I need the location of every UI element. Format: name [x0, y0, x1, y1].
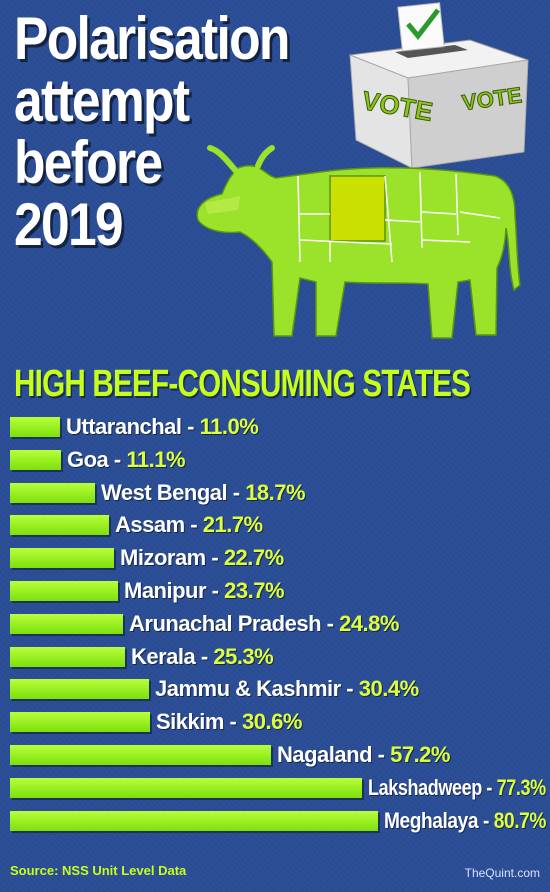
bar [10, 613, 123, 634]
bar [10, 646, 125, 667]
state-name: Arunachal Pradesh [129, 610, 322, 636]
value-label: 80.7% [493, 807, 547, 833]
label-separator: - [181, 414, 200, 439]
state-name: Sikkim [156, 709, 224, 735]
cow-icon [196, 145, 521, 339]
value-label: 21.7% [202, 512, 263, 538]
value-label: 11.0% [199, 414, 259, 439]
value-label: 11.1% [126, 446, 186, 472]
state-name: Kerala [131, 643, 196, 669]
bar-label: Jammu & Kashmir - 30.4% [155, 674, 419, 704]
state-name: Mizoram [120, 545, 206, 571]
ballot-box-icon: VOTE VOTE [349, 2, 529, 169]
brand-logo: TheQuint.com [464, 866, 540, 880]
bar [10, 679, 149, 700]
bar [10, 581, 118, 601]
state-name: Uttaranchal [66, 414, 182, 439]
bar-label: Sikkim - 30.6% [156, 707, 302, 737]
value-label: 25.3% [213, 643, 274, 669]
label-separator: - [108, 446, 127, 472]
state-name: Manipur [124, 578, 207, 603]
checkmark-icon [406, 8, 440, 40]
chart-title: HIGH BEEF-CONSUMING STATES [14, 363, 471, 405]
bar-label: Mizoram - 22.7% [120, 543, 284, 573]
bar [10, 548, 114, 569]
title-line: before [14, 129, 163, 196]
value-label: 77.3% [496, 774, 547, 800]
bar-label: Arunachal Pradesh - 24.8% [129, 609, 399, 639]
value-label: 18.7% [245, 479, 306, 505]
value-label: 57.2% [390, 742, 450, 767]
bar-label: West Bengal - 18.7% [101, 478, 306, 508]
value-label: 30.6% [242, 709, 302, 735]
bar-label: Goa - 11.1% [67, 445, 186, 475]
bar [10, 777, 362, 798]
page-title: Polarisation attempt before 2019 [14, 8, 298, 256]
illustration: VOTE VOTE [196, 2, 529, 339]
label-separator: - [478, 807, 494, 833]
bar-label: Kerala - 25.3% [131, 642, 274, 672]
label-separator: - [195, 643, 214, 669]
bar [10, 745, 271, 765]
title-line: Polarisation [14, 5, 290, 72]
state-name: Lakshadweep [368, 774, 482, 800]
label-separator: - [206, 578, 225, 603]
bar [10, 449, 61, 470]
state-name: Nagaland [277, 742, 373, 767]
state-name: Goa [67, 446, 109, 472]
bar-label: Manipur - 23.7% [124, 576, 285, 606]
bar [10, 810, 378, 831]
bar-label: Uttaranchal - 11.0% [66, 412, 259, 442]
state-name: Meghalaya [384, 807, 479, 833]
source-note: Source: NSS Unit Level Data [10, 863, 187, 878]
label-separator: - [205, 545, 224, 571]
title-line: 2019 [14, 191, 124, 258]
label-separator: - [321, 610, 340, 636]
value-label: 23.7% [224, 578, 285, 603]
bar-label: Assam - 21.7% [115, 510, 263, 540]
label-separator: - [372, 742, 391, 767]
bar [10, 712, 150, 733]
label-separator: - [184, 512, 203, 538]
title-line: attempt [14, 67, 190, 134]
state-name: Assam [115, 512, 185, 538]
state-name: West Bengal [101, 479, 228, 505]
bar-label: Lakshadweep - 77.3% [368, 773, 546, 803]
bar [10, 417, 60, 437]
bar-label: Meghalaya - 80.7% [384, 806, 546, 836]
label-separator: - [340, 676, 359, 702]
value-label: 24.8% [339, 610, 399, 636]
value-label: 22.7% [223, 545, 284, 571]
label-separator: - [223, 709, 242, 735]
label-separator: - [481, 774, 497, 800]
bar [10, 515, 109, 536]
bar [10, 482, 95, 503]
bar-label: Nagaland - 57.2% [277, 740, 450, 770]
label-separator: - [227, 479, 246, 505]
state-name: Jammu & Kashmir [155, 676, 341, 702]
value-label: 30.4% [358, 676, 419, 702]
